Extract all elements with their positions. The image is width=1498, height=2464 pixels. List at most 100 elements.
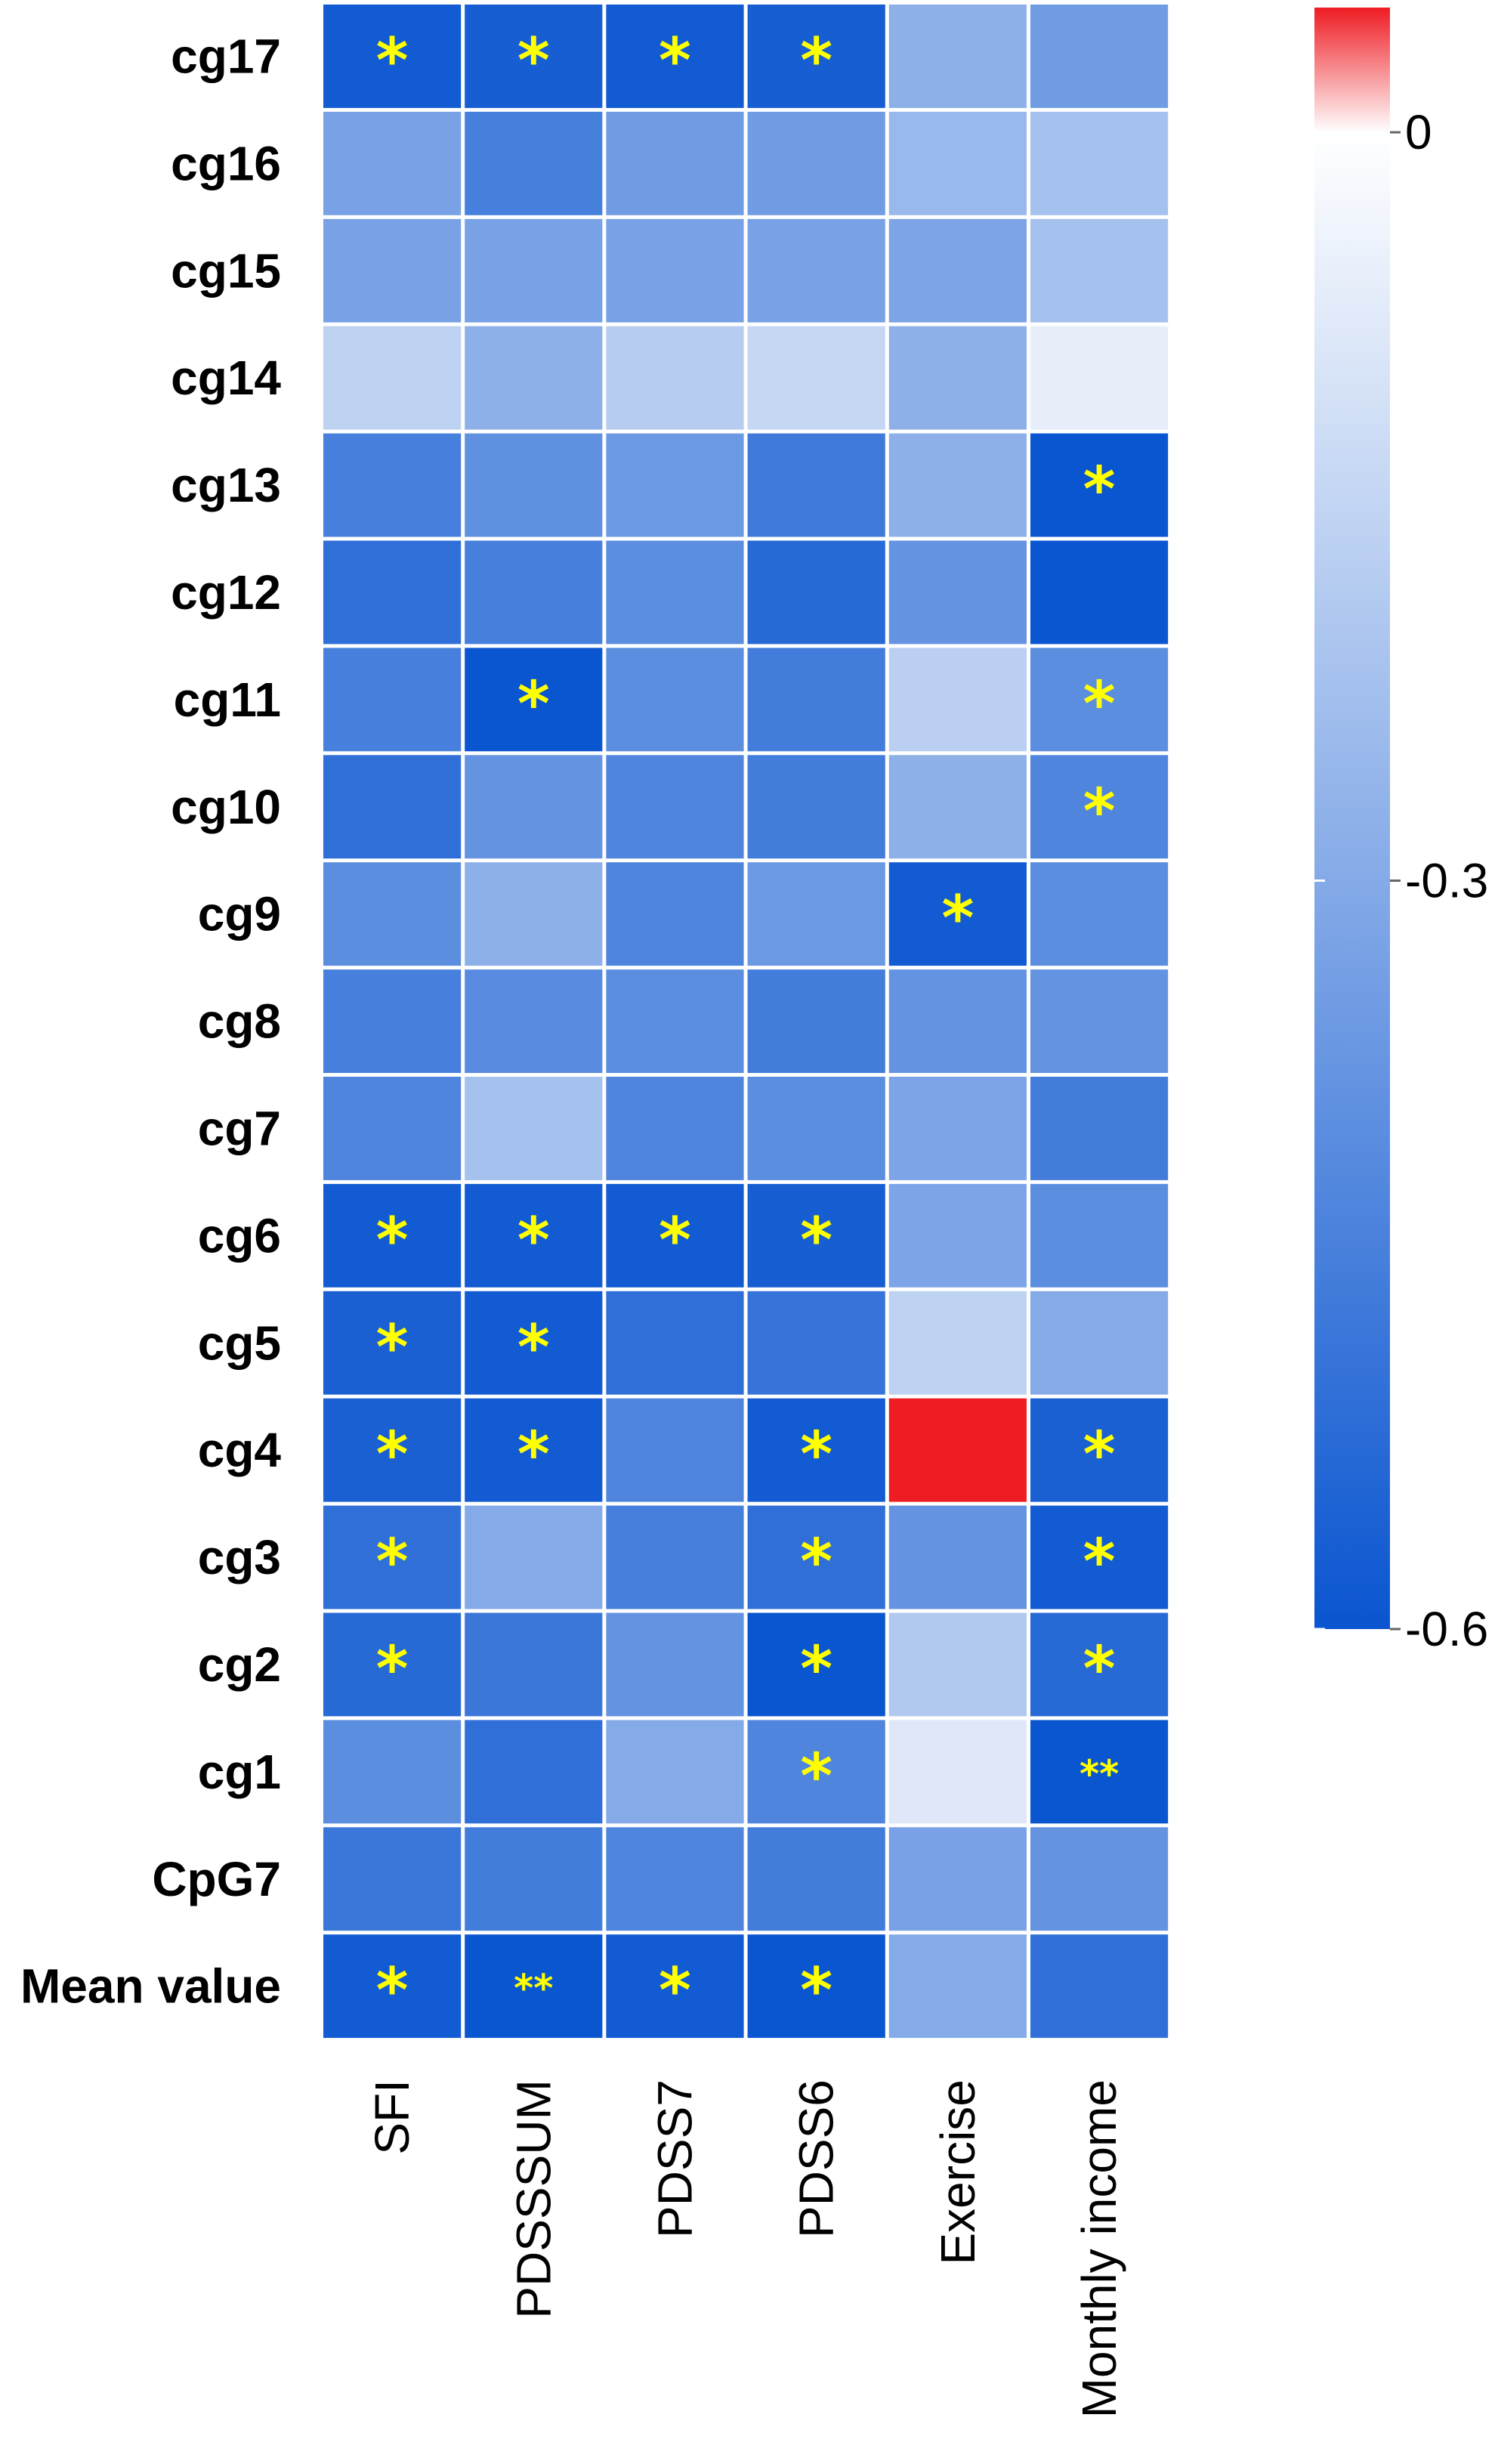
heatmap-cells: [323, 5, 1169, 2039]
row-label: CpG7: [152, 1852, 281, 1906]
heatmap-cell: [606, 218, 744, 323]
significance-mark: *: [376, 1634, 409, 1705]
significance-mark: *: [376, 1204, 409, 1276]
heatmap-cell: [1030, 540, 1169, 645]
heatmap-cell: [747, 111, 885, 215]
heatmap-cell: [606, 648, 744, 752]
heatmap-cell: [888, 111, 1027, 215]
heatmap-cell: [323, 969, 462, 1073]
column-label: SFI: [365, 2079, 419, 2155]
heatmap-cell: [465, 1077, 603, 1180]
heatmap-cell: [1030, 5, 1169, 108]
heatmap-cell: [888, 433, 1027, 537]
row-label: cg6: [198, 1208, 281, 1263]
heatmap-cell: [1030, 218, 1169, 323]
heatmap-cell: [465, 648, 603, 752]
heatmap-cell: [1030, 1720, 1169, 1824]
heatmap-cell: [465, 1398, 603, 1502]
significance-mark: *: [659, 1204, 691, 1276]
heatmap-cell: [747, 326, 885, 430]
heatmap-cell: [888, 755, 1027, 859]
significance-mark: *: [941, 883, 974, 955]
heatmap-cell: [747, 1934, 885, 2039]
significance-mark: *: [376, 1955, 409, 2027]
significance-mark: *: [1083, 1634, 1116, 1705]
row-label: cg14: [171, 351, 281, 405]
heatmap-cell: [606, 1183, 744, 1288]
row-label: cg7: [198, 1102, 281, 1156]
heatmap-cell: [323, 648, 462, 752]
heatmap-cell: [747, 1077, 885, 1180]
heatmap-cell: [465, 218, 603, 323]
colorbar-gradient: [1314, 8, 1390, 1629]
heatmap-cell: [888, 540, 1027, 645]
heatmap-cell: [465, 540, 603, 645]
row-label: cg13: [171, 458, 281, 512]
significance-mark: *: [376, 1312, 409, 1383]
row-label: cg9: [198, 887, 281, 941]
heatmap-cell: [1030, 1291, 1169, 1395]
heatmap-cell: [888, 326, 1027, 430]
heatmap-cell: [888, 1505, 1027, 1609]
heatmap-cell: [465, 111, 603, 215]
column-label: PDSS6: [789, 2079, 844, 2238]
heatmap-cell: [747, 433, 885, 537]
heatmap-cell: [323, 1612, 462, 1717]
heatmap-cell: [747, 1398, 885, 1502]
heatmap-cell: [465, 1720, 603, 1824]
heatmap-cell: [1030, 111, 1169, 215]
heatmap-cell: [888, 1398, 1027, 1502]
heatmap-cell: [323, 1505, 462, 1609]
heatmap-cell: [323, 218, 462, 323]
heatmap-cell: [323, 1291, 462, 1395]
heatmap-cell: [1030, 1398, 1169, 1502]
significance-mark: *: [517, 669, 550, 740]
heatmap-cell: [465, 1827, 603, 1931]
row-label: cg2: [198, 1637, 281, 1692]
heatmap-cell: [606, 1398, 744, 1502]
heatmap-cell: [747, 1291, 885, 1395]
heatmap-cell: [888, 1291, 1027, 1395]
row-label: cg5: [198, 1315, 281, 1370]
colorbar-tick-label: -0.6: [1405, 1602, 1488, 1656]
significance-mark: *: [800, 26, 832, 97]
heatmap-cell: [465, 862, 603, 966]
row-label: cg12: [171, 565, 281, 620]
significance-mark: *: [1083, 776, 1116, 848]
heatmap-cell: [1030, 433, 1169, 537]
significance-mark: *: [800, 1955, 832, 2027]
heatmap-cell: [606, 1612, 744, 1717]
significance-mark: *: [517, 1419, 550, 1491]
heatmap-cell: [747, 1183, 885, 1288]
heatmap-cell: [323, 1934, 462, 2039]
row-labels: cg17 cg16 cg15 cg14 cg13 cg12 cg11 cg10 cg9 cg8 cg…: [20, 29, 281, 2014]
significance-mark: **: [514, 1967, 553, 2011]
heatmap-cell: [888, 218, 1027, 323]
heatmap-cell: [323, 1827, 462, 1931]
heatmap-cell: [747, 218, 885, 323]
heatmap-cell: [1030, 1077, 1169, 1180]
heatmap-cell: [606, 5, 744, 108]
significance-mark: *: [1083, 669, 1116, 740]
heatmap-cell: [465, 1934, 603, 2039]
heatmap-cell: [888, 648, 1027, 752]
column-label: PDSSSUM: [506, 2079, 561, 2319]
heatmap-cell: [1030, 1612, 1169, 1717]
heatmap-cell: [606, 540, 744, 645]
heatmap-cell: [747, 1720, 885, 1824]
significance-mark: *: [800, 1419, 832, 1491]
significance-mark: *: [376, 1419, 409, 1491]
heatmap-cell: [323, 1077, 462, 1180]
significance-mark: *: [1083, 1419, 1116, 1491]
colorbar: 0 -0.3 -0.6: [1314, 8, 1488, 1656]
heatmap-cell: [606, 1291, 744, 1395]
colorbar-tick-label: -0.3: [1405, 854, 1488, 908]
significance-mark: *: [659, 1955, 691, 2027]
heatmap-cell: [465, 1612, 603, 1717]
heatmap-cell: [323, 433, 462, 537]
heatmap-cell: [747, 1612, 885, 1717]
heatmap-cell: [323, 5, 462, 108]
heatmap-cell: [1030, 1934, 1169, 2039]
heatmap-cell: [323, 1398, 462, 1502]
